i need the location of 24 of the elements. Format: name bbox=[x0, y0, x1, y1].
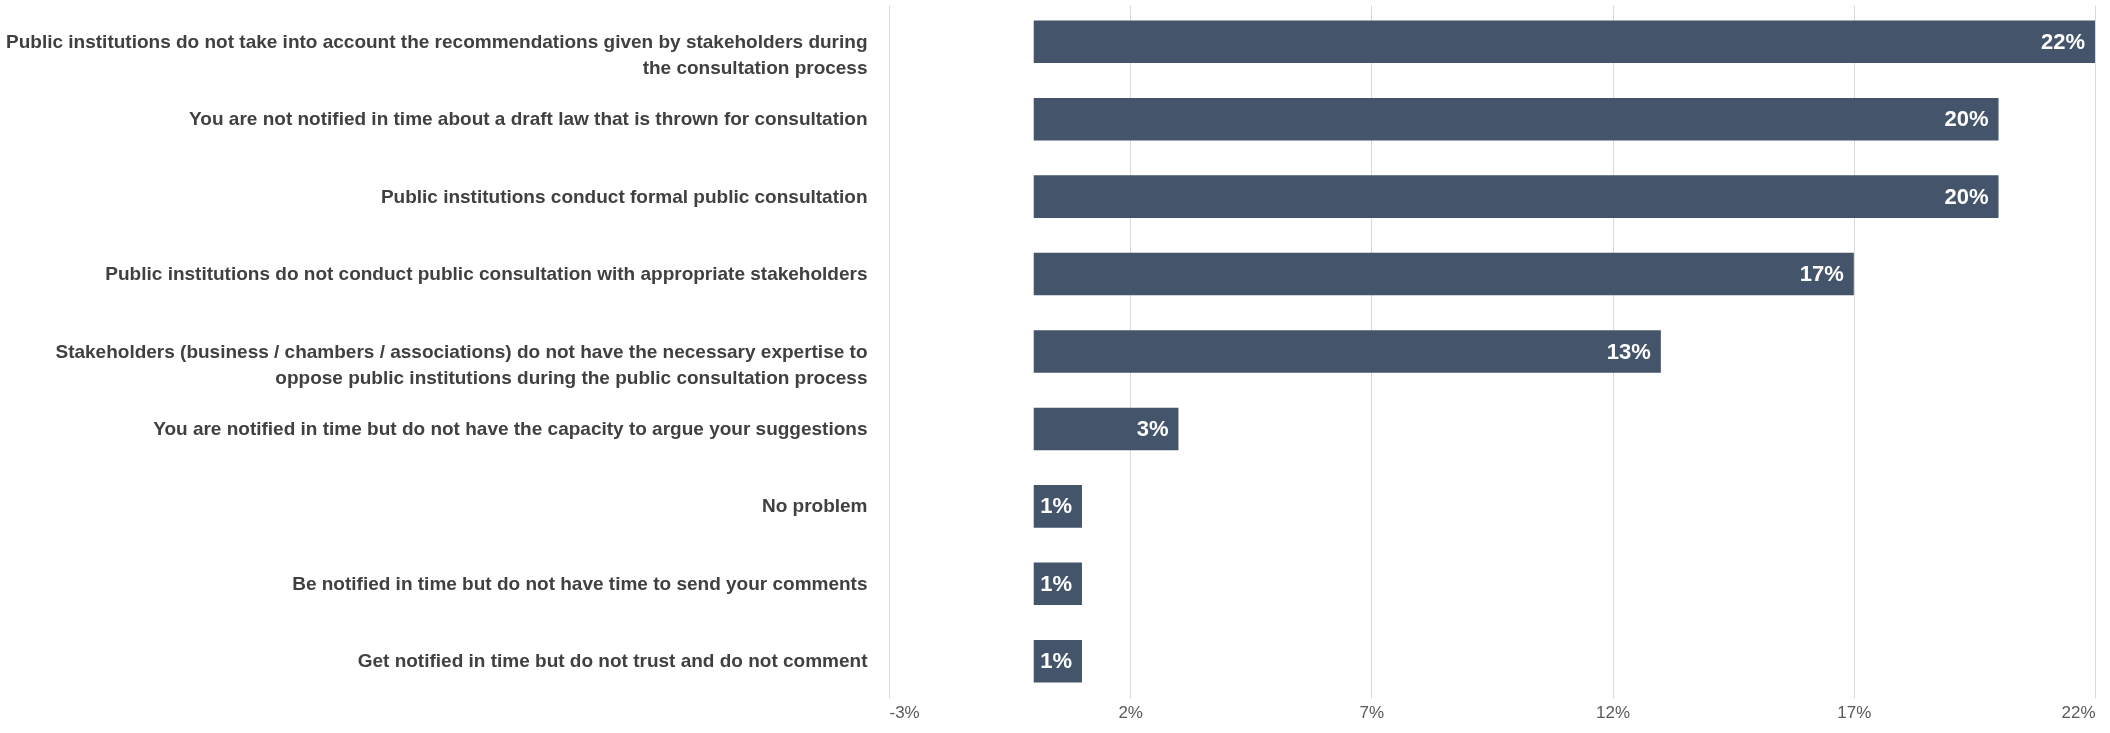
y-tick-label: Stakeholders (business / chambers / associations) do not have the necessary expertise to oppose public institutions during the public consultation process bbox=[55, 340, 868, 388]
data-label: 20% bbox=[1944, 183, 1989, 209]
y-tick-label: Be notified in time but do not have time to send your comments bbox=[292, 572, 868, 594]
data-label: 1% bbox=[1040, 570, 1072, 596]
x-tick-label: 12% bbox=[1596, 702, 1631, 722]
y-tick-label: You are notified in time but do not have the capacity to argue your suggestions bbox=[153, 417, 868, 439]
data-label: 20% bbox=[1944, 106, 1989, 132]
y-tick-label: Public institutions conduct formal public consultation bbox=[380, 185, 868, 207]
y-tick-label: Get notified in time but do not trust and do not comment bbox=[357, 650, 869, 672]
y-tick-label: Public institutions do not conduct public consultation with appropriate stakeholders bbox=[105, 263, 868, 285]
y-tick-label: You are not notified in time about a draft law that is thrown for consultation bbox=[189, 108, 868, 130]
y-tick-label: No problem bbox=[761, 495, 868, 517]
x-tick-label: 17% bbox=[1837, 702, 1872, 722]
data-label: 17% bbox=[1799, 261, 1844, 287]
x-tick-label: 7% bbox=[1359, 702, 1385, 722]
data-label: 3% bbox=[1136, 415, 1169, 441]
x-tick-label: -3% bbox=[889, 702, 920, 722]
data-label: 1% bbox=[1040, 648, 1072, 674]
data-label: 13% bbox=[1606, 338, 1651, 364]
x-tick-label: 22% bbox=[2061, 702, 2096, 722]
y-tick-label: Public institutions do not take into account the recommendations given by stakeholders during the consultation process bbox=[6, 30, 868, 78]
x-tick-label: 2% bbox=[1118, 702, 1143, 722]
data-label: 22% bbox=[2040, 28, 2085, 54]
data-label: 1% bbox=[1040, 493, 1072, 519]
